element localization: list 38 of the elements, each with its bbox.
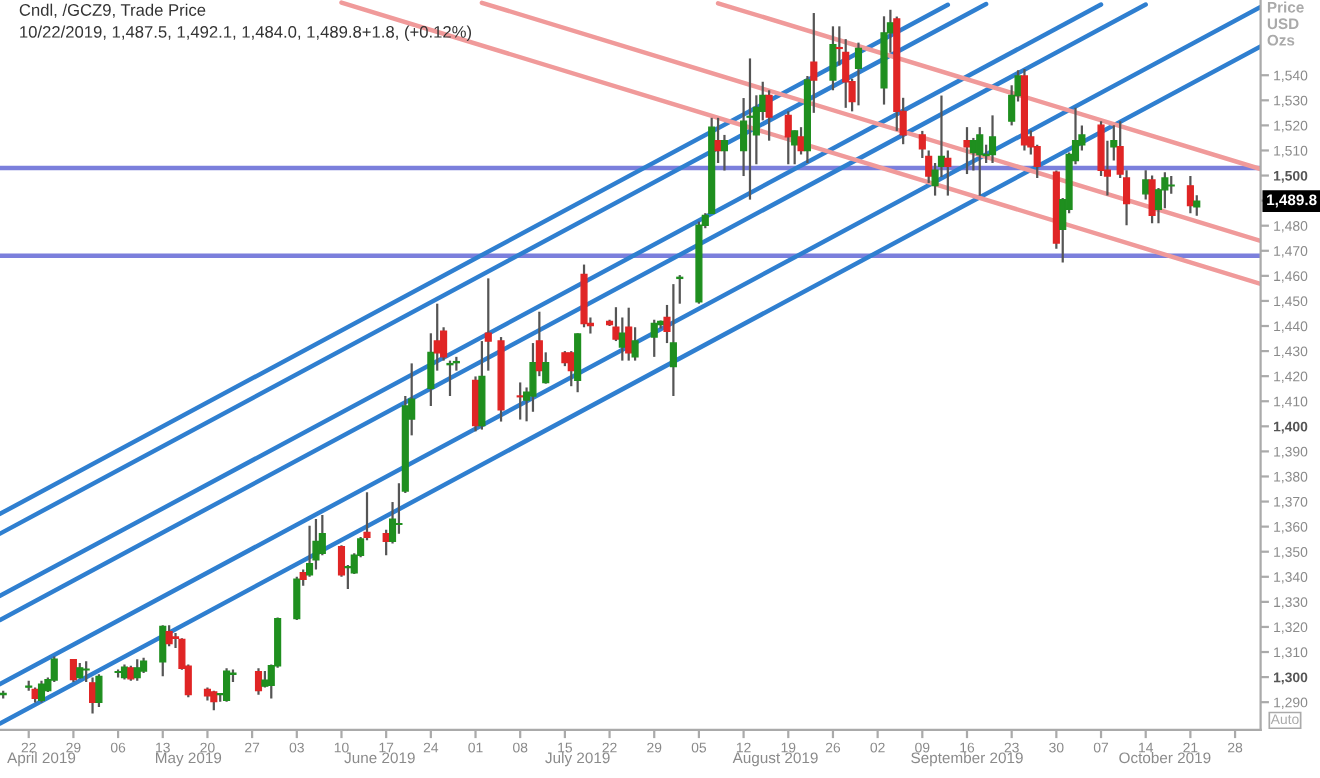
candlestick [69,658,77,684]
candlestick [714,116,722,165]
candlestick [676,273,684,305]
candlestick [625,306,633,362]
candlestick [944,149,952,197]
candlestick [159,624,167,678]
candlestick [1148,174,1156,225]
candlestick [746,57,754,201]
candlestick [82,660,90,684]
candlestick [516,381,524,421]
candlestick [95,673,103,709]
candlestick [963,126,971,176]
candlestick [254,667,263,696]
candlestick [829,25,837,92]
candlestick [976,126,984,197]
candlestick [50,655,58,684]
candlestick [784,110,792,166]
candlestick [223,667,231,703]
candlestick [988,114,997,165]
candlestick [765,89,773,142]
candlestick [797,126,805,156]
candlestick [669,283,677,398]
candlestick [720,133,729,172]
candlestick [37,679,46,704]
candlestick [293,575,301,622]
candlestick [1186,174,1194,215]
candlestick [1142,169,1150,201]
candlestick [854,41,863,107]
candlestick [312,518,320,571]
candlestick [165,624,173,648]
candlestick [650,318,658,358]
candlestick [344,563,352,591]
candlestick [446,359,454,398]
candlestick [574,332,582,394]
text: 10/22/2019, 1,487.5, 1,492.1, 1,484.0, 1,489.8+1.8, (+0.12%) [20,25,472,42]
candlestick [305,524,314,578]
chart-title: Cndl, /GCZ9, Trade Price [19,3,206,18]
candlestick [133,658,141,682]
